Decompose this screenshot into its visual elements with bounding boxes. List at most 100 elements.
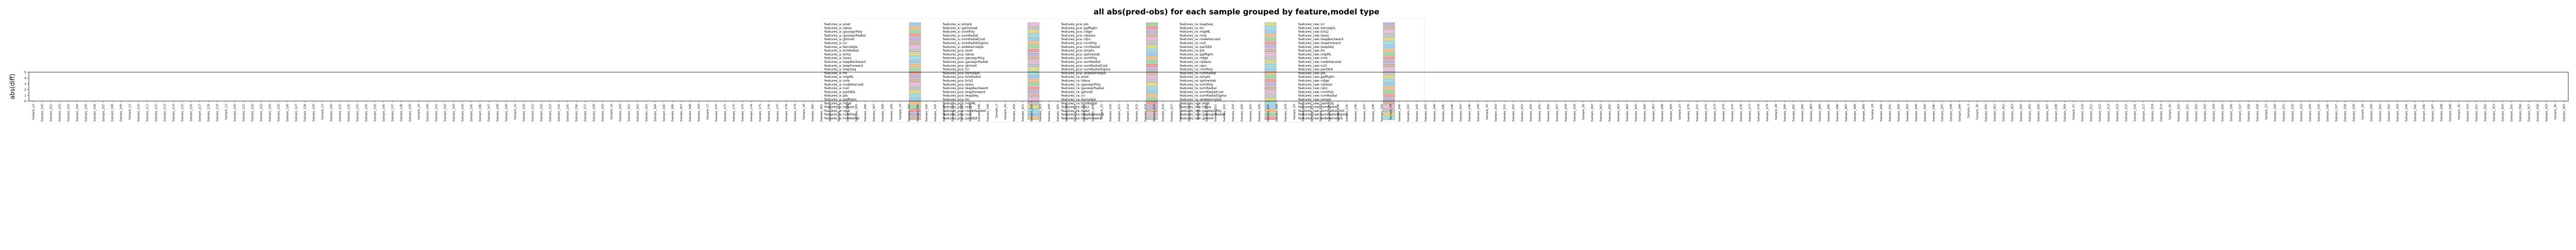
legend-swatch <box>1264 112 1277 116</box>
x-tick-label: Sample_297 <box>1941 104 1944 122</box>
x-tick-label: Sample_101 <box>49 104 53 122</box>
x-tick-label: Sample_242 <box>1416 104 1419 122</box>
legend-swatch <box>1264 68 1277 71</box>
legend-item: features_a::gaussprRadial <box>824 34 921 38</box>
x-tick-label: Sample_108 <box>111 104 114 122</box>
legend-swatch <box>1264 79 1277 82</box>
legend-swatch <box>1264 60 1277 63</box>
x-tick-label: Sample_213 <box>1136 104 1139 122</box>
legend-swatch <box>1146 41 1158 45</box>
x-tick-label: Sample_316 <box>2134 104 2137 122</box>
legend-item: features_raw::lasso <box>1298 34 1395 38</box>
x-tick-label: Sample_138 <box>400 104 403 122</box>
legend-swatch <box>909 68 921 71</box>
x-tick-label: Sample_173 <box>741 104 744 122</box>
x-tick-label: Sample_227 <box>1267 104 1270 122</box>
x-tick-label: Sample_215 <box>1153 104 1156 122</box>
x-tick-label: Sample_209 <box>1092 104 1095 122</box>
legend-item: features_raw::rqnc <box>1298 86 1395 90</box>
legend-swatch <box>1027 105 1040 109</box>
x-tick-label: Sample_29 <box>1871 104 1874 120</box>
legend-item: features_raw::gaussprPoly <box>1180 109 1277 113</box>
legend-swatch <box>1027 53 1040 56</box>
legend-item: features_raw::svmRadialCost <box>1298 109 1395 113</box>
x-tick-label: Sample_27 <box>1679 104 1682 120</box>
legend-label: features_ra::glmnet <box>1061 90 1093 94</box>
legend-swatch <box>1027 34 1040 37</box>
x-tick-label: Sample_272 <box>1705 104 1708 122</box>
x-tick-label: Sample_114 <box>172 104 175 122</box>
x-tick-label: Sample_199 <box>987 104 990 122</box>
x-tick-label: Sample_313 <box>2108 104 2111 122</box>
legend-label: features_pca::leapForward <box>943 90 985 94</box>
legend-label: features_pca::gaussprRadial <box>943 60 988 64</box>
x-tick-label: Sample_192 <box>925 104 928 122</box>
legend-swatch <box>1027 60 1040 63</box>
legend-item: features_ra::lsboa <box>1061 79 1158 83</box>
legend-swatch <box>1264 41 1277 45</box>
x-tick-label: Sample_218 <box>1179 104 1182 122</box>
x-tick-label: Sample_100 <box>41 104 44 122</box>
x-tick-label: Sample_113 <box>163 104 166 122</box>
legend-swatch <box>1264 105 1277 109</box>
legend-swatch <box>909 53 921 56</box>
x-tick-label: Sample_275 <box>1731 104 1734 122</box>
x-tick-label: Sample_266 <box>1643 104 1647 122</box>
x-tick-label: Sample_153 <box>549 104 552 122</box>
legend-item: features_ra::rvmPoly <box>1180 68 1277 72</box>
x-tick-label: Sample_311 <box>2090 104 2093 122</box>
legend-item: features_ra::nnls <box>1180 34 1277 38</box>
legend-item: features_ra::krls2 <box>1061 105 1158 109</box>
legend-swatch <box>1264 64 1277 68</box>
legend-swatch <box>1383 94 1395 97</box>
y-ticks: 0 1 2 3 4 5 <box>24 71 29 104</box>
legend-label: features_a::rqnc <box>824 109 851 113</box>
legend-item: features_raw::lsboa <box>1180 105 1277 109</box>
legend-item: features_a::rqlasso <box>824 105 921 109</box>
x-tick-label: Sample_235 <box>1346 104 1349 122</box>
legend-item: features_pca::widekernelpls <box>1061 71 1158 75</box>
legend-swatch <box>1027 22 1040 26</box>
legend-label: features_ra::nnls <box>1180 34 1207 38</box>
legend-label: features_a::ppfRglm <box>824 98 857 102</box>
x-tick-label: Sample_149 <box>505 104 508 122</box>
legend-label: features_pca::svmRadial <box>1061 60 1100 64</box>
legend-swatch <box>1027 116 1040 120</box>
x-tick-label: Sample_131 <box>338 104 342 122</box>
legend-label: features_a::gaussprPoly <box>824 30 862 34</box>
legend-label: features_a::svmRadial <box>943 34 978 38</box>
x-tick-label: Sample_146 <box>479 104 482 122</box>
x-tick-label: Sample_336 <box>2327 104 2330 122</box>
legend-item: features_raw::kernelpls <box>1298 26 1395 30</box>
legend-swatch <box>1027 97 1040 101</box>
legend-swatch <box>1383 37 1395 41</box>
x-tick-label: Sample_228 <box>1276 104 1279 122</box>
x-tick-label: Sample_17 <box>706 104 709 120</box>
x-tick-label: Sample_202 <box>1030 104 1033 122</box>
legend-swatch <box>1146 26 1158 30</box>
x-tick-label: Sample_31 <box>2073 104 2076 120</box>
legend-label: features_a::svmPoly <box>943 30 975 34</box>
legend-swatch <box>1383 86 1395 90</box>
legend-item: features_a::parDEA <box>824 90 921 94</box>
legend-label: features_ra::rvmPoly <box>1180 68 1213 72</box>
x-tick-label: Sample_359 <box>2546 104 2549 122</box>
x-tick-label: Sample_305 <box>2029 104 2032 122</box>
x-tick-label: Sample_20 <box>1004 104 1007 120</box>
legend-swatch <box>1027 112 1040 116</box>
legend-label: features_pca::nnls <box>943 106 972 109</box>
x-tick-label: Sample_16 <box>610 104 613 120</box>
legend-label: features_raw::ridge <box>1298 79 1329 83</box>
x-tick-label: Sample_222 <box>1223 104 1226 122</box>
legend-label: features_raw::enet <box>1180 102 1210 105</box>
legend-swatch <box>1264 102 1277 105</box>
legend-swatch <box>1383 60 1395 63</box>
legend-item: features_raw::leapBackward <box>1298 37 1395 41</box>
legend-label: features_ra::leapForward <box>1061 117 1101 121</box>
legend-swatch <box>909 102 921 105</box>
x-tick-label: Sample_346 <box>2423 104 2426 122</box>
legend-swatch <box>1027 109 1040 112</box>
legend-swatch <box>1146 79 1158 82</box>
legend-item: features_raw::rqlasso <box>1298 82 1395 87</box>
x-tick-label: Sample_197 <box>969 104 972 122</box>
